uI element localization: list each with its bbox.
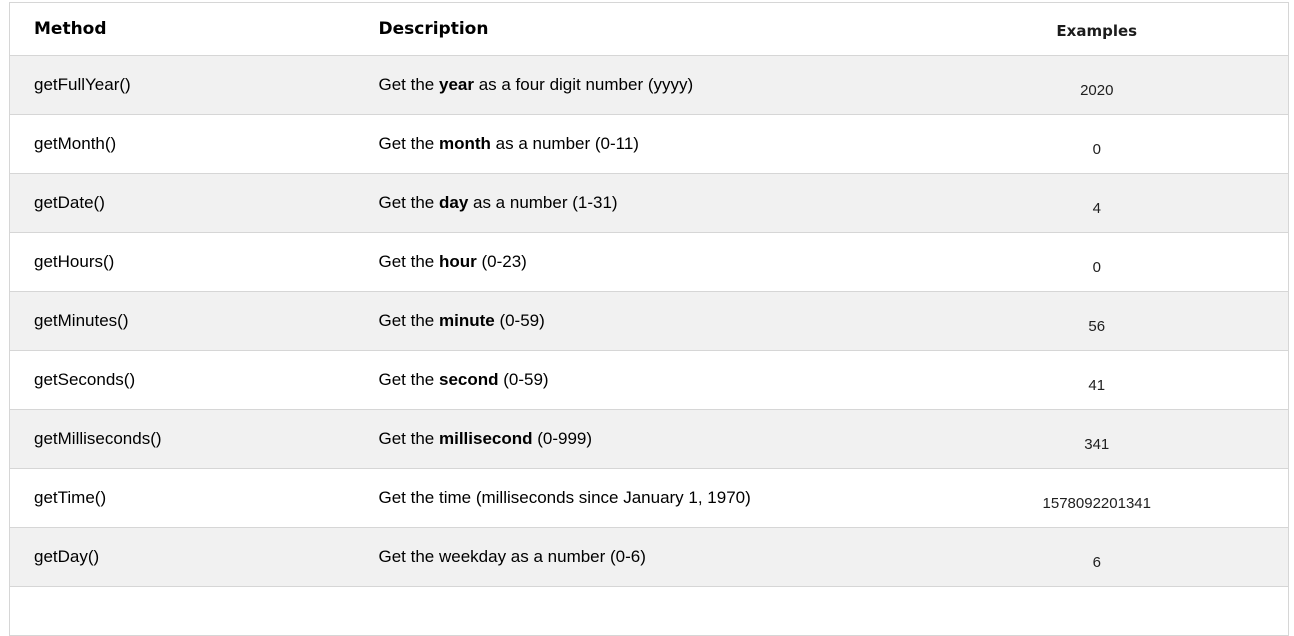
example-cell: 56 <box>1088 317 1106 335</box>
table-row: getTime() Get the time (milliseconds sin… <box>9 468 1289 528</box>
table-header-row: Method Description Examples <box>9 2 1289 56</box>
method-cell: getTime() <box>34 488 107 507</box>
description-cell: Get the year as a four digit number (yyy… <box>378 75 694 94</box>
table-row: getHours() Get the hour (0-23) 0 <box>9 232 1289 292</box>
description-cell: Get the time (milliseconds since January… <box>378 488 751 507</box>
example-cell: 41 <box>1088 376 1106 394</box>
example-cell: 1578092201341 <box>1042 494 1151 512</box>
method-cell: getMinutes() <box>34 311 129 330</box>
method-cell: getSeconds() <box>34 370 136 389</box>
table-row-partial <box>9 586 1289 636</box>
example-cell: 4 <box>1092 199 1101 217</box>
table-row: getMinutes() Get the minute (0-59) 56 <box>9 291 1289 351</box>
column-header-examples: Examples <box>1056 22 1138 40</box>
example-cell: 0 <box>1092 140 1101 158</box>
date-get-methods-table: Method Description Examples getFullYear(… <box>9 2 1289 636</box>
description-cell: Get the minute (0-59) <box>378 311 545 330</box>
method-cell: getHours() <box>34 252 115 271</box>
column-header-method: Method <box>34 19 107 39</box>
description-cell: Get the day as a number (1-31) <box>378 193 618 212</box>
table-row: getDate() Get the day as a number (1-31)… <box>9 173 1289 233</box>
table-row: getMilliseconds() Get the millisecond (0… <box>9 409 1289 469</box>
method-cell: getFullYear() <box>34 75 131 94</box>
table-row: getDay() Get the weekday as a number (0-… <box>9 527 1289 587</box>
table-row: getMonth() Get the month as a number (0-… <box>9 114 1289 174</box>
example-cell: 2020 <box>1080 81 1114 99</box>
example-cell: 6 <box>1092 553 1101 571</box>
description-cell: Get the second (0-59) <box>378 370 549 389</box>
method-cell: getMonth() <box>34 134 117 153</box>
description-cell: Get the millisecond (0-999) <box>378 429 593 448</box>
table-row: getSeconds() Get the second (0-59) 41 <box>9 350 1289 410</box>
method-cell: getDate() <box>34 193 105 212</box>
method-cell: getMilliseconds() <box>34 429 162 448</box>
description-cell: Get the weekday as a number (0-6) <box>378 547 646 566</box>
method-cell: getDay() <box>34 547 100 566</box>
example-cell: 341 <box>1084 435 1110 453</box>
example-cell: 0 <box>1092 258 1101 276</box>
column-header-description: Description <box>378 19 489 39</box>
description-cell: Get the month as a number (0-11) <box>378 134 639 153</box>
table-row: getFullYear() Get the year as a four dig… <box>9 55 1289 115</box>
description-cell: Get the hour (0-23) <box>378 252 527 271</box>
